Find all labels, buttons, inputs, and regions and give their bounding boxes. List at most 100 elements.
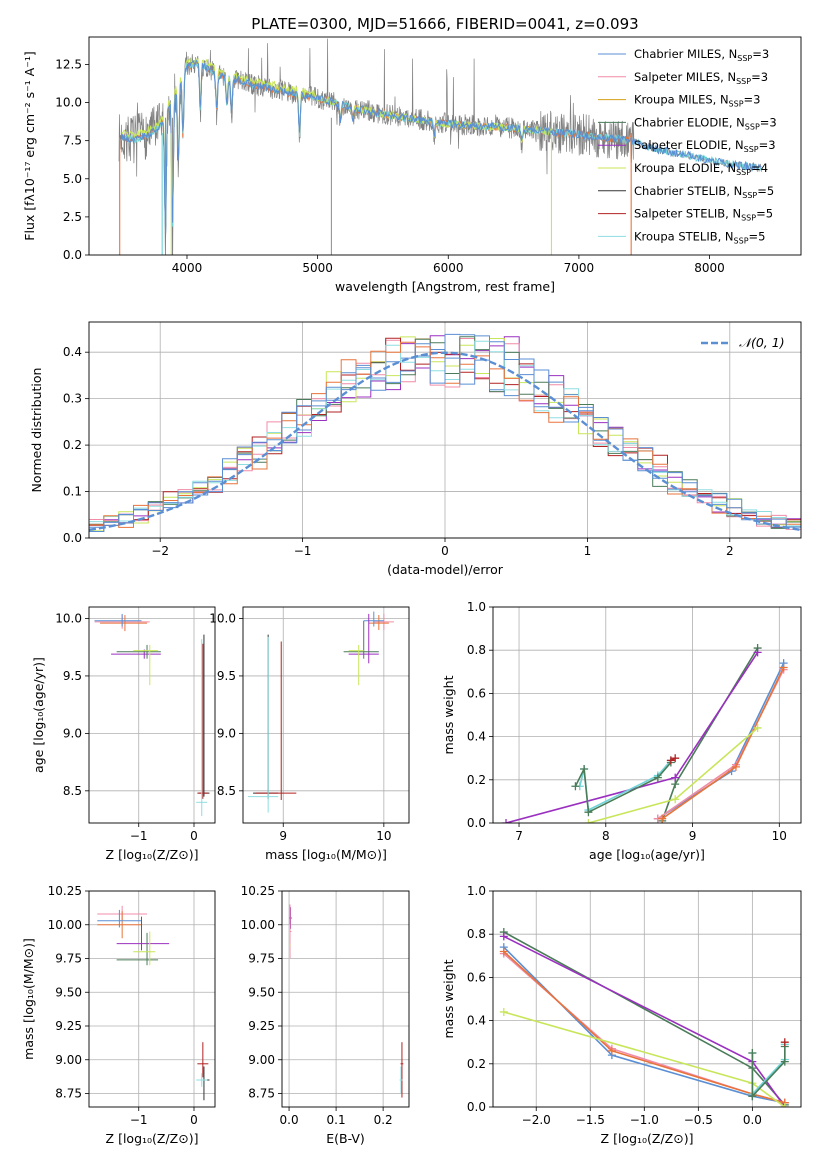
mass-z-point	[116, 916, 170, 951]
axis-label-x: age [log₁₀(age/yr)]	[589, 847, 705, 862]
plot-area	[289, 904, 404, 1098]
tick-label-y: 8.75	[248, 1087, 275, 1101]
tick-label-y: 9.50	[55, 985, 82, 999]
tick-label-x: 0	[441, 544, 449, 558]
axes-age_vs_z: −1 0 8.5 9.0 9.5 10.0 Z [log₁₀(Z/Z⊙)] age [log₁…	[31, 606, 216, 862]
axes-frame	[88, 890, 216, 1108]
mass-z-point	[196, 1073, 208, 1087]
age-mass-point	[248, 636, 279, 813]
tick-label-y: 10.0	[55, 611, 82, 625]
tick-label-x: −1	[130, 829, 148, 843]
mass-ebv-point	[400, 1042, 404, 1098]
gaussian-curve	[89, 351, 801, 532]
tick-label-x: −1	[130, 1113, 148, 1127]
tick-label-y: 9.75	[55, 952, 82, 966]
legend-label: Salpeter MILES, N	[634, 70, 736, 84]
legend-sub: SSP	[745, 122, 760, 131]
weight-point-marker	[502, 819, 511, 823]
tick-label-y: 1.0	[467, 884, 486, 898]
weight-point-marker	[499, 1007, 508, 1016]
axes-frame	[88, 36, 802, 256]
legend-gaussian-label: 𝒩(0, 1)	[739, 335, 785, 350]
tick-label-x: 7000	[564, 261, 595, 275]
tick-label-y: 0.6	[467, 970, 486, 984]
tick-label-x: 1	[584, 544, 592, 558]
axes-weight_vs_age: 7 8 9 10 0.0 0.2 0.4 0.6 0.8 1.0 age [log₁₀(age/yr…	[441, 600, 802, 862]
weight-series-line	[505, 651, 759, 823]
legend-suffix: =3	[752, 47, 769, 61]
legend-entry: Salpeter STELIB, NSSP=5	[634, 207, 773, 223]
tick-label-x: 4000	[172, 261, 203, 275]
axis-label-y: mass weight	[441, 675, 456, 754]
axis-label-y: Flux [fλ10⁻¹⁷ erg cm⁻² s⁻¹ A⁻¹]	[22, 51, 37, 240]
weight-point-marker	[584, 819, 593, 823]
tick-label-y: 8.5	[217, 784, 236, 798]
axes-mass_vs_z: −1 0 8.75 9.00 9.25 9.50 9.75 10.00 10.25 Z [log₁…	[21, 884, 216, 1146]
legend-label: Chabrier STELIB, N	[634, 184, 742, 198]
tick-label-y: 0.2	[63, 438, 82, 452]
tick-label-x: 10	[376, 829, 391, 843]
legend-entry: Kroupa ELODIE, NSSP=4	[634, 161, 768, 177]
tick-label-y: 5.0	[63, 172, 82, 186]
legend-label: Chabrier MILES, N	[634, 47, 737, 61]
weight-point-marker	[499, 947, 508, 956]
legend-label: Salpeter STELIB, N	[634, 207, 741, 221]
weight-point-marker	[753, 648, 762, 657]
mass-z-point	[197, 1042, 209, 1078]
mass-ebv-point	[289, 924, 291, 959]
spectrum-model-line	[121, 57, 552, 225]
axis-label-x: (data-model)/error	[387, 562, 504, 577]
weight-series-line	[503, 950, 786, 1104]
tick-label-y: 0.2	[467, 773, 486, 787]
mass-z-point	[116, 932, 159, 966]
legend-sub: SSP	[736, 77, 751, 86]
tick-label-x: −2.0	[522, 1113, 551, 1127]
plot-area	[94, 613, 210, 817]
axis-label-x: Z [log₁₀(Z/Z⊙)]	[601, 1131, 694, 1146]
tick-label-y: 9.00	[248, 1053, 275, 1067]
tick-label-y: 9.25	[55, 1019, 82, 1033]
weight-series-line	[579, 759, 672, 812]
plot-area	[499, 928, 789, 1107]
legend-suffix: =3	[751, 70, 768, 84]
tick-label-y: 0.0	[467, 816, 486, 830]
tick-label-x: −1	[294, 544, 312, 558]
tick-label-y: 0.6	[467, 686, 486, 700]
tick-label-y: 9.0	[63, 726, 82, 740]
mass-z-point	[133, 931, 156, 966]
tick-label-x: 0.0	[280, 1113, 299, 1127]
age-mass-point	[256, 641, 297, 801]
age-z-point	[197, 643, 209, 799]
weight-point-marker	[779, 663, 788, 672]
legend-entry: Salpeter MILES, NSSP=3	[634, 70, 768, 86]
tick-label-x: 8	[602, 829, 610, 843]
age-mass-point	[253, 634, 279, 799]
legend-label: Kroupa MILES, N	[634, 93, 729, 107]
legend-sub: SSP	[737, 54, 752, 63]
tick-label-y: 0.8	[467, 643, 486, 657]
weight-point-marker	[671, 754, 680, 763]
spectrum-model-line	[121, 60, 632, 228]
weight-point-marker	[571, 782, 580, 791]
mass-z-point	[97, 909, 142, 928]
mass-z-point	[198, 1066, 210, 1101]
axis-label-y: mass [log₁₀(M/M⊙)]	[21, 938, 36, 1060]
tick-label-x: 8000	[694, 261, 725, 275]
weight-point-marker	[671, 773, 680, 782]
tick-label-x: 7	[515, 829, 523, 843]
plot-area	[248, 611, 394, 813]
tick-label-x: −1.5	[576, 1113, 605, 1127]
tick-label-y: 0.4	[63, 345, 82, 359]
tick-label-y: 10.00	[241, 918, 275, 932]
age-z-point	[133, 644, 159, 686]
axes-frame	[492, 890, 802, 1108]
tick-label-x: 9	[279, 829, 287, 843]
axis-label-x: wavelength [Angstrom, rest frame]	[335, 279, 555, 294]
age-z-point	[196, 639, 208, 817]
axis-label-y: Normed distribution	[29, 368, 44, 493]
legend-suffix: =3	[759, 138, 776, 152]
axes-frame	[281, 890, 410, 1108]
plot-area	[118, 38, 763, 255]
legend-sub: SSP	[741, 214, 756, 223]
tick-label-y: 8.5	[63, 784, 82, 798]
